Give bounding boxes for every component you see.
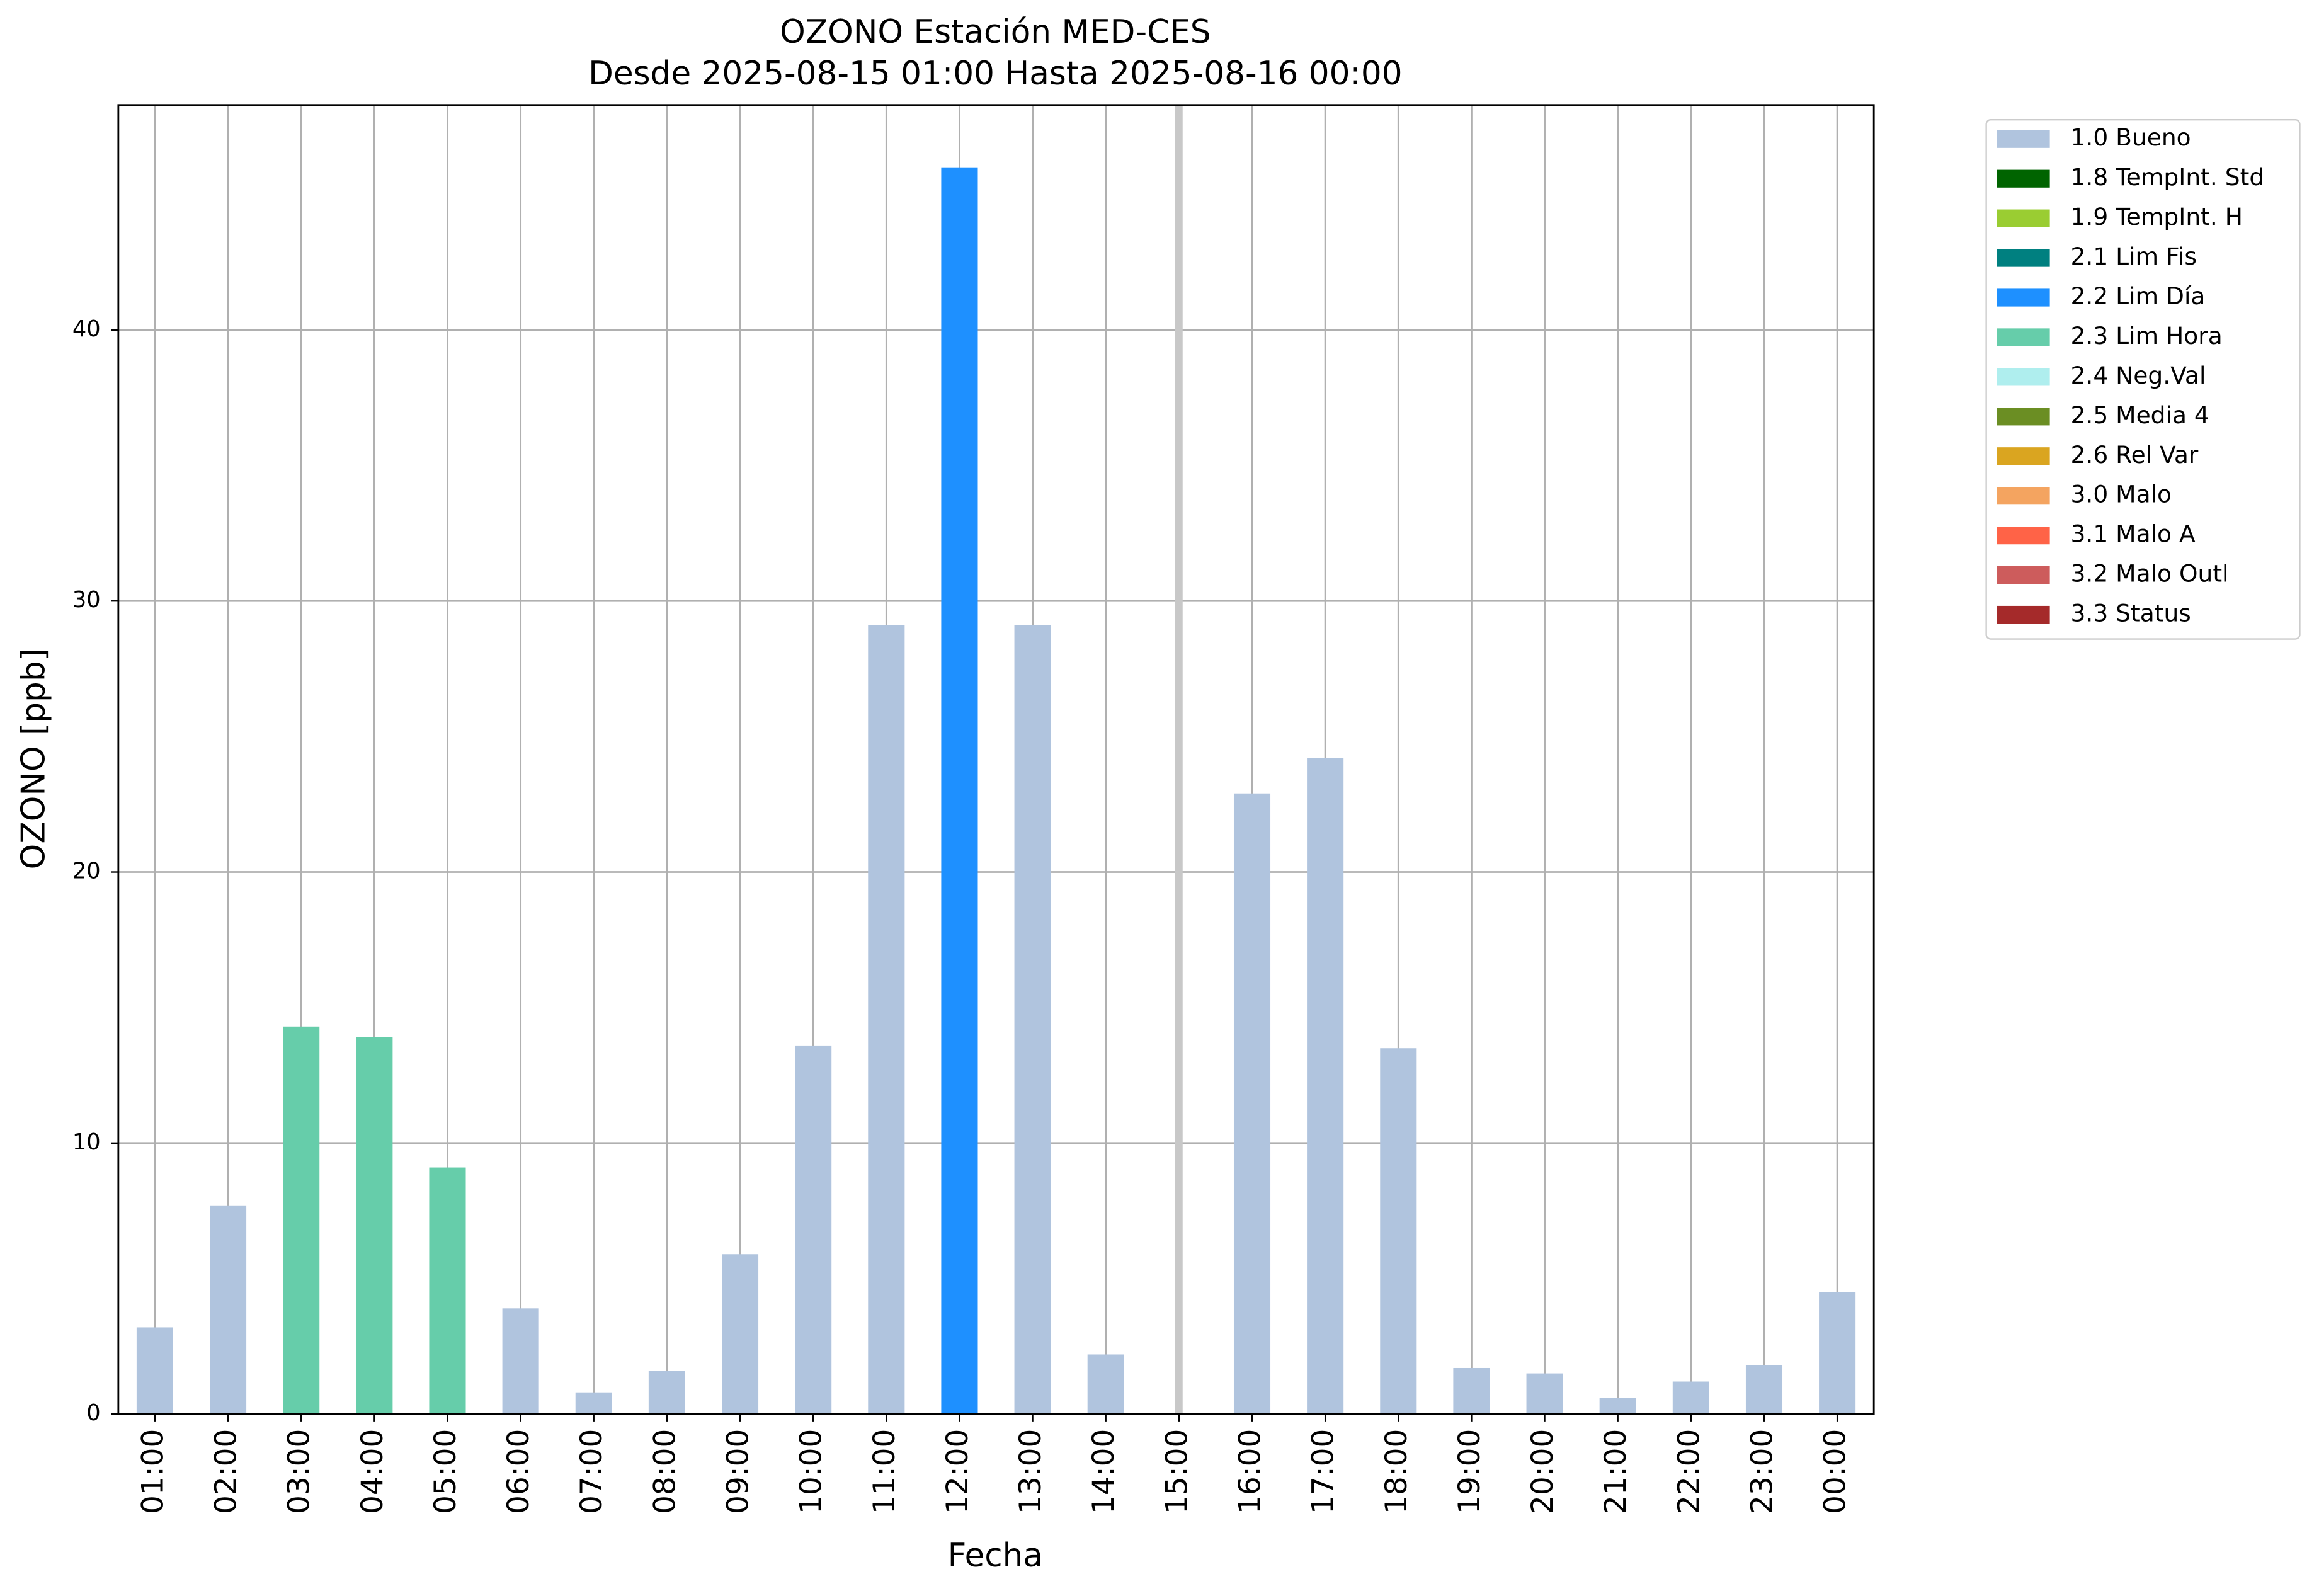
legend-swatch — [1997, 408, 2050, 426]
bar — [1453, 1367, 1490, 1415]
bar — [941, 167, 978, 1415]
legend-swatch — [1997, 209, 2050, 227]
plot-frame — [117, 104, 1875, 1415]
x-tick-label: 11:00 — [867, 1429, 902, 1514]
legend-label: 2.1 Lim Fis — [2071, 242, 2197, 270]
legend-swatch — [1997, 328, 2050, 346]
bar — [136, 1327, 173, 1415]
bar — [1233, 793, 1271, 1415]
bar — [722, 1254, 759, 1415]
legend-swatch — [1997, 566, 2050, 584]
x-tick-label: 01:00 — [135, 1429, 170, 1514]
x-tick-label: 23:00 — [1745, 1429, 1779, 1514]
x-tick-label: 05:00 — [428, 1429, 463, 1514]
x-tick-label: 22:00 — [1672, 1429, 1706, 1514]
legend-label: 3.3 Status — [2071, 600, 2191, 627]
x-tick-label: 12:00 — [940, 1429, 975, 1514]
legend-label: 2.3 Lim Hora — [2071, 322, 2223, 350]
x-tick-label: 19:00 — [1452, 1429, 1487, 1514]
y-axis-label: OZONO [ppb] — [14, 648, 52, 869]
legend-box — [1985, 119, 2301, 640]
x-tick-label: 21:00 — [1598, 1429, 1633, 1514]
legend-swatch — [1997, 130, 2050, 148]
bar — [1526, 1373, 1563, 1415]
x-tick-label: 03:00 — [282, 1429, 317, 1514]
legend-label: 2.6 Rel Var — [2071, 441, 2199, 469]
x-tick-label: 15:00 — [1160, 1429, 1194, 1514]
bar — [868, 625, 905, 1415]
chart-title: OZONO Estación MED-CES — [780, 13, 1211, 51]
legend-label: 2.5 Media 4 — [2071, 401, 2209, 429]
legend-swatch — [1997, 527, 2050, 545]
legend-label: 2.2 Lim Día — [2071, 282, 2206, 310]
x-tick-label: 06:00 — [501, 1429, 536, 1514]
bar — [356, 1037, 393, 1415]
legend-swatch — [1997, 487, 2050, 505]
x-axis-label: Fecha — [948, 1537, 1043, 1575]
bar — [1599, 1398, 1636, 1415]
y-tick-label: 10 — [72, 1129, 101, 1155]
x-tick-label: 09:00 — [721, 1429, 756, 1514]
bar — [1672, 1381, 1709, 1415]
bar — [648, 1371, 685, 1415]
y-tick-label: 0 — [86, 1400, 100, 1426]
x-tick-label: 04:00 — [355, 1429, 390, 1514]
legend-label: 3.1 Malo A — [2071, 520, 2196, 548]
bar — [429, 1167, 466, 1415]
x-tick-label: 13:00 — [1013, 1429, 1048, 1514]
bar — [210, 1205, 247, 1415]
chart-subtitle: Desde 2025-08-15 01:00 Hasta 2025-08-16 … — [588, 55, 1403, 93]
bar — [1745, 1365, 1783, 1415]
x-tick-label: 00:00 — [1818, 1429, 1853, 1514]
legend-label: 2.4 Neg.Val — [2071, 362, 2206, 389]
bar — [502, 1308, 539, 1415]
bar — [575, 1392, 612, 1415]
x-tick-label: 14:00 — [1086, 1429, 1121, 1514]
legend-swatch — [1997, 169, 2050, 188]
legend-swatch — [1997, 249, 2050, 267]
bar — [1380, 1048, 1417, 1415]
legend-swatch — [1997, 605, 2050, 624]
x-tick-label: 16:00 — [1233, 1429, 1268, 1514]
y-tick-label: 30 — [72, 587, 101, 613]
x-tick-label: 18:00 — [1379, 1429, 1414, 1514]
legend-swatch — [1997, 447, 2050, 465]
legend-label: 1.8 TempInt. Std — [2071, 163, 2265, 191]
legend-swatch — [1997, 368, 2050, 386]
y-tick-label: 20 — [72, 858, 101, 884]
y-tick-label: 40 — [72, 316, 101, 342]
x-tick-label: 17:00 — [1306, 1429, 1341, 1514]
x-tick-label: 10:00 — [794, 1429, 829, 1514]
bar — [1087, 1354, 1124, 1415]
x-tick-label: 20:00 — [1525, 1429, 1560, 1514]
bar — [283, 1026, 320, 1415]
legend-label: 3.0 Malo — [2071, 481, 2172, 508]
legend-label: 1.0 Bueno — [2071, 123, 2191, 151]
legend-swatch — [1997, 288, 2050, 307]
legend-label: 1.9 TempInt. H — [2071, 203, 2243, 231]
bar — [1819, 1292, 1856, 1415]
x-tick-label: 08:00 — [647, 1429, 682, 1514]
legend-label: 3.2 Malo Outl — [2071, 560, 2229, 588]
bar — [1014, 625, 1051, 1415]
bar — [1307, 758, 1344, 1415]
x-tick-label: 07:00 — [574, 1429, 609, 1514]
bar — [795, 1045, 832, 1415]
x-tick-label: 02:00 — [209, 1429, 244, 1514]
